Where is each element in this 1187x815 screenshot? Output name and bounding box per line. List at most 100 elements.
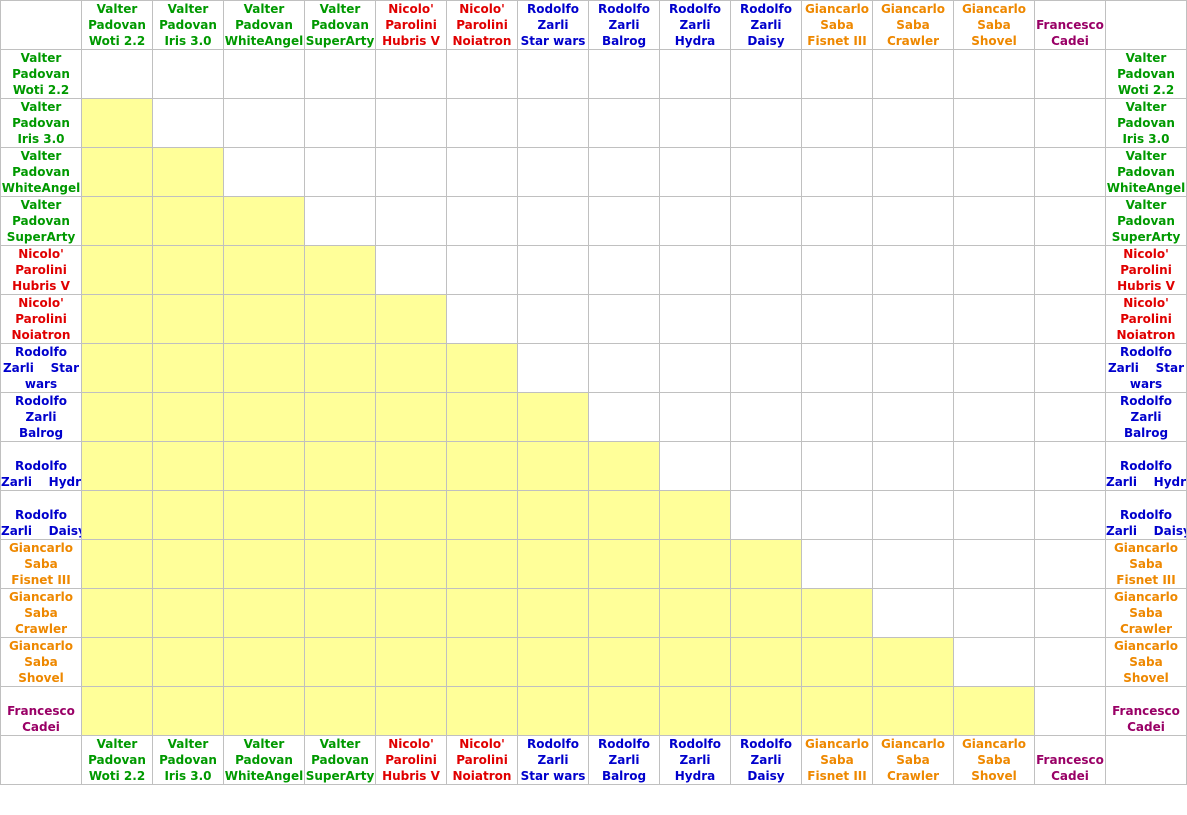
label-line: Giancarlo — [1113, 639, 1179, 653]
pairing-cell-filled — [81, 588, 153, 638]
label-line: Iris 3.0 — [1122, 132, 1170, 146]
header-line: Nicolo' — [388, 2, 434, 16]
right-label-7: Rodolfo Zarli Balrog — [1105, 392, 1187, 442]
header-line: Rodolfo — [527, 2, 579, 16]
pairing-cell-empty — [517, 49, 589, 99]
header-line: Parolini — [456, 18, 508, 32]
pairing-cell-empty — [588, 294, 660, 344]
pairing-cell-empty — [730, 245, 802, 295]
header-line: Valter — [243, 737, 285, 751]
header-line: Nicolo' — [388, 737, 434, 751]
header-line: Giancarlo — [961, 737, 1027, 751]
pairing-cell-filled — [304, 392, 376, 442]
pairing-cell-filled — [81, 147, 153, 197]
pairing-cell-filled — [304, 588, 376, 638]
pairing-cell-filled — [304, 343, 376, 393]
header-line: Rodolfo — [669, 737, 721, 751]
left-label-8: Rodolfo Zarli Hydra — [0, 441, 82, 491]
pairing-cell-empty — [517, 147, 589, 197]
header-line: Zarli — [679, 18, 711, 32]
label-line: Valter — [20, 198, 62, 212]
pairing-cell-filled — [953, 686, 1035, 736]
grid-body: Valter Padovan Woti 2.2 Valter Padovan Woti 2… — [0, 49, 1187, 736]
pairing-cell-empty — [304, 98, 376, 148]
pairing-cell-empty — [446, 49, 518, 99]
pairing-cell-filled — [152, 637, 224, 687]
header-line: Daisy — [747, 769, 785, 783]
header-line: Shovel — [971, 769, 1017, 783]
header-line: Parolini — [385, 18, 437, 32]
header-line: Parolini — [385, 753, 437, 767]
label-line: Crawler — [1119, 622, 1173, 636]
top-header-12: Giancarlo Saba Shovel — [953, 0, 1035, 50]
pairing-cell-empty — [953, 539, 1035, 589]
pairing-cell-empty — [517, 196, 589, 246]
pairing-cell-empty — [223, 98, 305, 148]
label-line: Parolini — [15, 263, 67, 277]
header-line: Valter — [319, 737, 361, 751]
pairing-cell-empty — [517, 98, 589, 148]
label-line: Noiatron — [1116, 328, 1176, 342]
pairing-cell-filled — [446, 637, 518, 687]
pairing-cell-filled — [517, 637, 589, 687]
pairing-cell-empty — [659, 245, 731, 295]
header-line: Valter — [96, 737, 138, 751]
header-line: Padovan — [311, 753, 369, 767]
grid-row: Rodolfo Zarli Daisy Rodolfo Zarli Daisy — [0, 490, 1187, 540]
header-line: Giancarlo — [804, 737, 870, 751]
pairing-cell-filled — [81, 343, 153, 393]
pairing-cell-filled — [730, 588, 802, 638]
pairing-cell-empty — [801, 98, 873, 148]
pairing-cell-filled — [81, 441, 153, 491]
right-label-13: Francesco Cadei — [1105, 686, 1187, 736]
pairing-cell-empty — [659, 98, 731, 148]
bottom-right-corner — [1105, 735, 1187, 785]
header-line: Valter — [167, 2, 209, 16]
header-line: Valter — [167, 737, 209, 751]
right-label-8: Rodolfo Zarli Hydra — [1105, 441, 1187, 491]
pairing-cell-empty — [872, 147, 954, 197]
label-line: Padovan — [1117, 116, 1175, 130]
pairing-cell-filled — [223, 441, 305, 491]
header-line: Rodolfo — [598, 2, 650, 16]
header-line: Crawler — [886, 34, 940, 48]
label-line: wars — [1129, 377, 1163, 391]
left-label-11: Giancarlo Saba Crawler — [0, 588, 82, 638]
header-line: Padovan — [235, 18, 293, 32]
header-line: Shovel — [971, 34, 1017, 48]
label-line: wars — [24, 377, 58, 391]
header-line: Crawler — [886, 769, 940, 783]
header-line: Iris 3.0 — [164, 769, 212, 783]
pairing-cell-filled — [446, 441, 518, 491]
grid-row: Valter Padovan Woti 2.2 Valter Padovan Woti 2… — [0, 49, 1187, 99]
right-label-9: Rodolfo Zarli Daisy — [1105, 490, 1187, 540]
bottom-header-8: Rodolfo Zarli Hydra — [659, 735, 731, 785]
label-line: Nicolo' — [1123, 296, 1169, 310]
label-line: Giancarlo — [8, 541, 74, 555]
header-line: Balrog — [601, 34, 647, 48]
grid-row: Valter Padovan SuperArty Valter Padovan Super… — [0, 196, 1187, 246]
top-header-0: Valter Padovan Woti 2.2 — [81, 0, 153, 50]
pairing-cell-empty — [872, 392, 954, 442]
bottom-header: Valter Padovan Woti 2.2 Valter Padovan Iris 3… — [0, 735, 1187, 785]
top-header-11: Giancarlo Saba Crawler — [872, 0, 954, 50]
pairing-cell-empty — [1034, 686, 1106, 736]
pairing-cell-empty — [1034, 588, 1106, 638]
pairing-cell-empty — [152, 49, 224, 99]
label-line: Balrog — [18, 426, 64, 440]
label-line: Fisnet III — [11, 573, 71, 587]
pairing-cell-empty — [953, 392, 1035, 442]
pairing-cell-empty — [446, 147, 518, 197]
pairing-cell-empty — [81, 49, 153, 99]
label-line: Saba — [24, 655, 58, 669]
pairing-cell-filled — [659, 588, 731, 638]
pairing-cell-empty — [730, 392, 802, 442]
pairing-cell-empty — [223, 147, 305, 197]
pairing-cell-filled — [152, 392, 224, 442]
left-label-7: Rodolfo Zarli Balrog — [0, 392, 82, 442]
label-line: Zarli Star — [2, 361, 80, 375]
pairing-cell-filled — [446, 343, 518, 393]
pairing-cell-filled — [223, 686, 305, 736]
header-line: Valter — [96, 2, 138, 16]
pairing-cell-filled — [517, 539, 589, 589]
